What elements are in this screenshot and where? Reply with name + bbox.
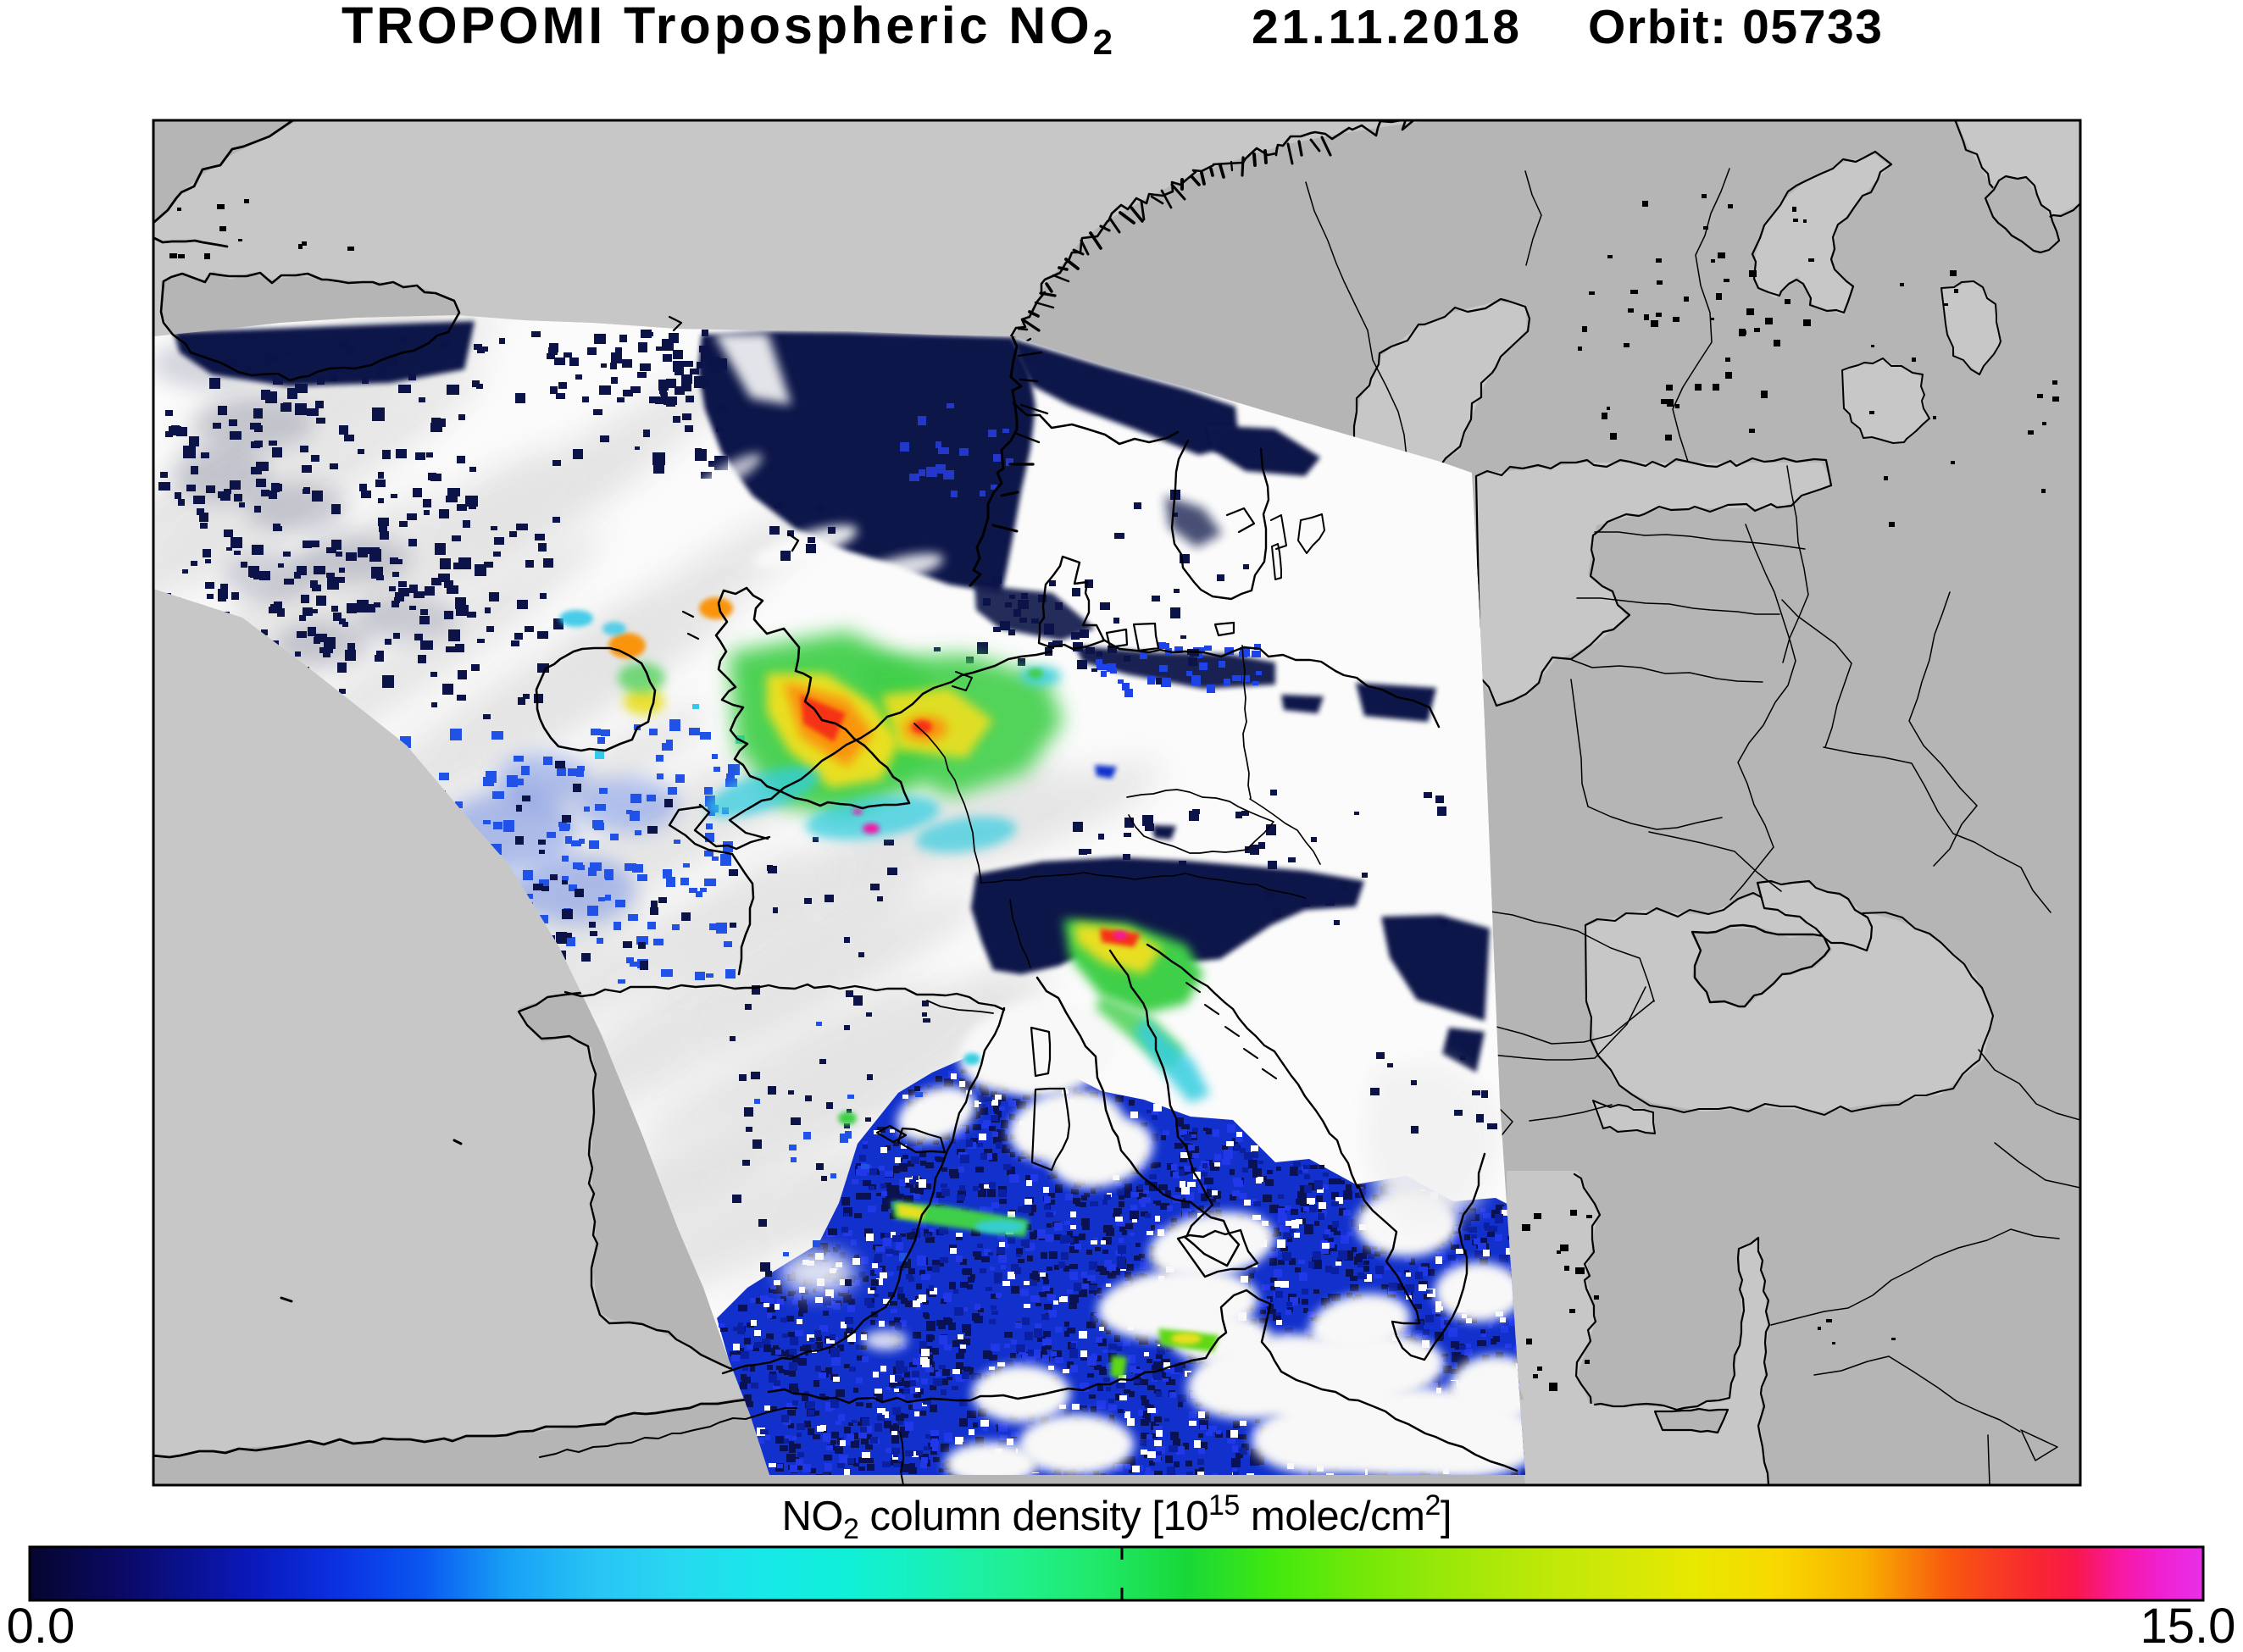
svg-text:Orbit: 05733: Orbit: 05733	[1588, 0, 1882, 54]
svg-text:TROPOMI Tropospheric NO2: TROPOMI Tropospheric NO2	[341, 0, 1113, 62]
svg-text:NO2 column density [1015 molec: NO2 column density [1015 molec/cm2]	[782, 1489, 1452, 1545]
svg-text:21.11.2018: 21.11.2018	[1252, 0, 1519, 54]
svg-text:15.0: 15.0	[2140, 1599, 2236, 1652]
svg-text:0.0: 0.0	[7, 1599, 75, 1652]
